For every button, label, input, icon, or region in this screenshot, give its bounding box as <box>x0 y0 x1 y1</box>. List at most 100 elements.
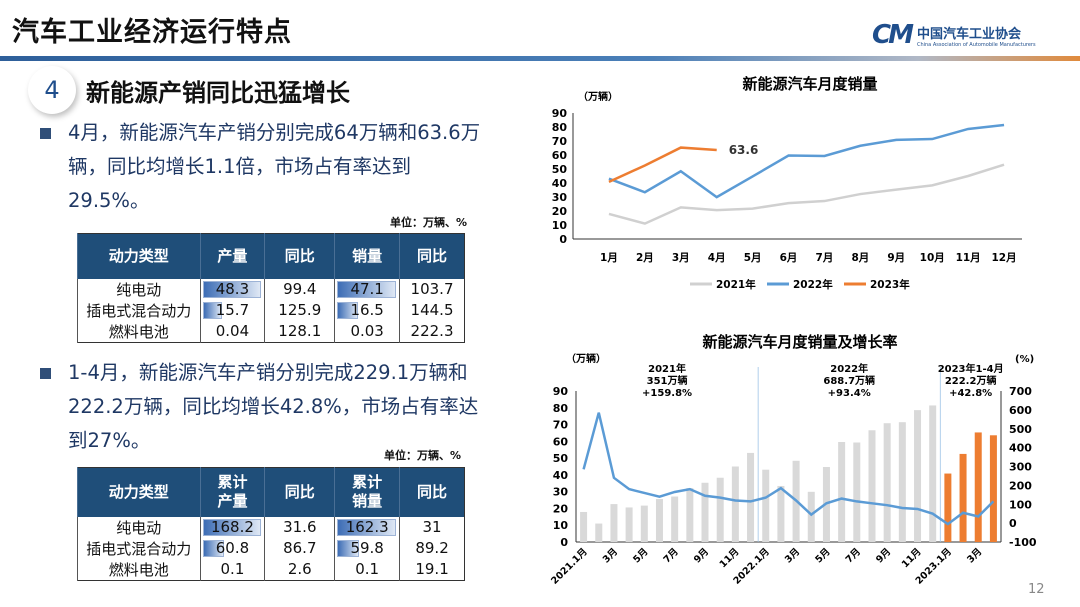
cell-text: 0.1 <box>220 560 245 578</box>
left-tick-label: 40 <box>553 469 569 482</box>
caam-logo: CM 中国汽车工业协会 China Association of Automob… <box>872 20 1036 50</box>
cell-text: 86.7 <box>283 539 317 557</box>
y-tick-label: 10 <box>552 219 568 232</box>
year-summary-annotation: 2022年 <box>830 362 868 375</box>
sales-bar <box>944 473 952 542</box>
value-cell: 0.1 <box>199 558 265 580</box>
right-tick-label: 0 <box>1009 517 1017 530</box>
x-tick-label: 3月 <box>601 546 620 565</box>
section-number-badge: 4 <box>28 66 76 114</box>
sales-bar <box>595 523 603 542</box>
value-cell: 16.5 <box>334 299 400 321</box>
value-cell: 89.2 <box>399 537 465 559</box>
x-tick-label: 4月 <box>708 252 726 264</box>
x-tick-label: 10月 <box>920 252 945 264</box>
cell-text: 0.1 <box>355 560 380 578</box>
value-cell: 48.3 <box>199 278 265 300</box>
column-header: 同比 <box>264 233 335 279</box>
value-cell: 59.8 <box>334 537 400 559</box>
cell-text: 31.6 <box>283 518 317 536</box>
right-tick-label: -100 <box>1009 536 1037 549</box>
value-cell: 0.03 <box>334 320 400 342</box>
table-row: 插电式混合动力 15.7 125.9 16.5 144.5 <box>77 299 465 321</box>
sales-bar <box>762 469 770 542</box>
data-bar <box>202 518 262 536</box>
sales-bar <box>838 442 846 542</box>
value-cell: 15.7 <box>199 299 265 321</box>
sales-bar <box>853 442 861 542</box>
legend-label: 2023年 <box>870 278 910 291</box>
right-tick-label: 100 <box>1009 498 1032 511</box>
x-tick-label: 9月 <box>887 252 905 264</box>
sales-bar <box>640 505 648 542</box>
table-header-row: 动力类型 产量 同比 销量 同比 <box>77 233 465 279</box>
y-tick-label: 60 <box>552 149 568 162</box>
value-cell: 0.04 <box>199 320 265 342</box>
cell-text: 125.9 <box>278 301 322 319</box>
table-monthly-nev: 动力类型 产量 同比 销量 同比 纯电动 48.3 99.4 47.1 103.7 插电式混合动力 1… <box>77 233 465 343</box>
cell-text: 103.7 <box>410 280 454 298</box>
chart-title: 新能源汽车月度销量 <box>742 75 877 93</box>
x-tick-label: 7月 <box>662 546 681 565</box>
left-tick-label: 10 <box>553 519 569 532</box>
data-bar <box>337 280 396 298</box>
x-tick-label: 7月 <box>816 252 834 264</box>
sales-bar <box>883 423 891 542</box>
left-tick-label: 50 <box>553 452 569 465</box>
cell-text: 15.7 <box>215 301 250 319</box>
right-tick-label: 700 <box>1009 385 1032 398</box>
right-tick-label: 200 <box>1009 479 1032 492</box>
sales-bar <box>914 410 922 542</box>
cell-text: 插电式混合动力 <box>86 539 192 558</box>
sales-bar <box>671 496 679 542</box>
right-tick-label: 500 <box>1009 423 1032 436</box>
x-tick-label: 3月 <box>783 546 802 565</box>
x-tick-label: 5月 <box>631 546 650 565</box>
value-cell: 103.7 <box>399 278 465 300</box>
page-number: 12 <box>1028 582 1045 597</box>
sales-bar <box>974 432 982 542</box>
data-label: 63.6 <box>729 143 759 157</box>
column-header: 累计 产量 <box>199 467 265 517</box>
column-header: 产量 <box>199 233 265 279</box>
cell-text: 0.03 <box>350 322 384 340</box>
bullet-square-icon <box>40 128 51 139</box>
sales-bar <box>868 430 876 542</box>
value-cell: 222.3 <box>399 320 465 342</box>
value-cell: 2.6 <box>264 558 335 580</box>
column-header: 累计 销量 <box>334 467 400 517</box>
power-type-cell: 插电式混合动力 <box>77 537 200 559</box>
bullet-point-2: 1-4月，新能源汽车产销分别完成229.1万辆和222.2万辆，同比均增长42.… <box>40 356 490 458</box>
table1-unit: 单位：万辆、% <box>390 216 468 229</box>
x-tick-label: 8月 <box>851 252 869 264</box>
x-tick-label: 7月 <box>844 546 863 565</box>
sales-bar <box>701 482 709 542</box>
right-tick-label: 600 <box>1009 404 1032 417</box>
right-tick-label: 300 <box>1009 461 1032 474</box>
x-tick-label: 12月 <box>991 252 1016 264</box>
x-tick-label: 5月 <box>813 546 832 565</box>
left-tick-label: 90 <box>553 385 569 398</box>
cell-text: 162.3 <box>345 518 389 536</box>
power-type-cell: 燃料电池 <box>77 558 200 580</box>
table-cumulative-nev: 动力类型 累计 产量 同比 累计 销量 同比 纯电动 168.2 31.6 162.3 31 插电式… <box>77 467 465 581</box>
power-type-cell: 纯电动 <box>77 278 200 300</box>
table-row: 燃料电池 0.1 2.6 0.1 19.1 <box>77 558 465 580</box>
data-bar <box>202 301 222 319</box>
year-summary-annotation: 2023年1-4月 <box>938 362 1004 375</box>
logo-name-en: China Association of Automobile Manufact… <box>916 41 1036 48</box>
year-summary-annotation: 2021年 <box>648 362 686 375</box>
cell-text: 48.3 <box>215 280 250 298</box>
y-tick-label: 0 <box>559 233 567 246</box>
value-cell: 128.1 <box>264 320 335 342</box>
section-heading: 新能源产销同比迅猛增长 <box>86 79 350 107</box>
y-tick-label: 80 <box>552 121 568 134</box>
x-tick-label: 11月 <box>900 546 924 570</box>
cell-text: 纯电动 <box>116 280 162 299</box>
right-tick-label: 400 <box>1009 442 1032 455</box>
year-summary-annotation: +93.4% <box>828 388 871 399</box>
data-bar <box>337 301 358 319</box>
sales-bar <box>989 435 997 542</box>
left-tick-label: 60 <box>553 435 569 448</box>
